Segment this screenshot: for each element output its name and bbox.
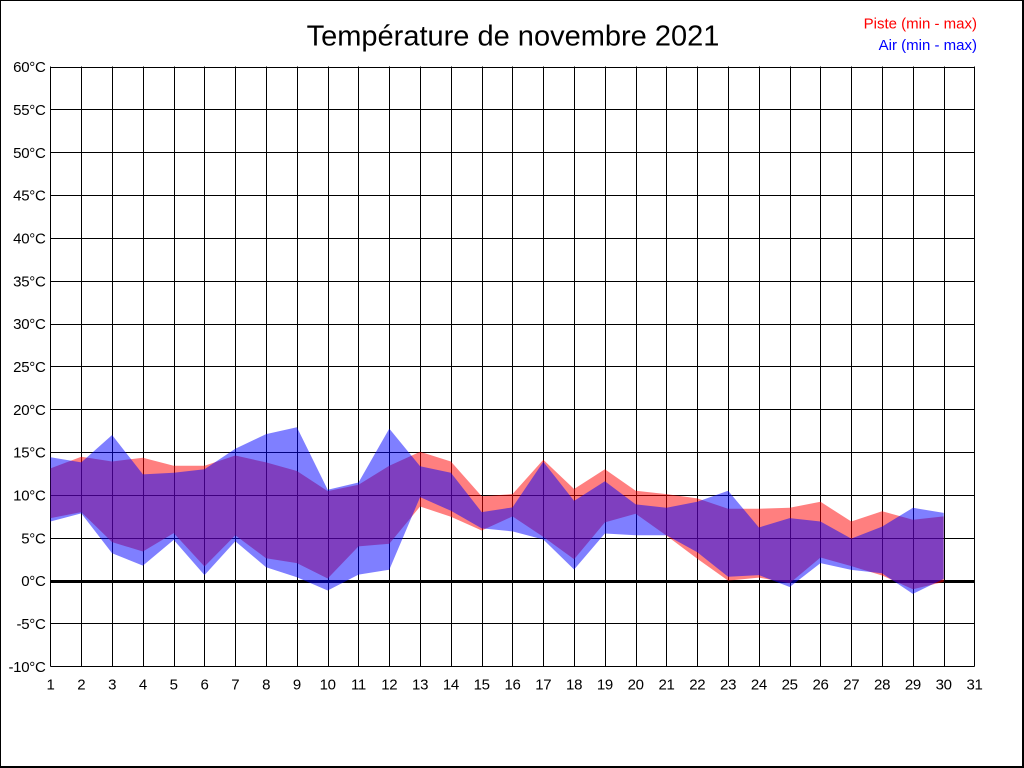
svg-text:15: 15 [474,677,490,694]
svg-text:14: 14 [443,677,459,694]
svg-text:30: 30 [936,677,952,694]
svg-text:19: 19 [597,677,613,694]
svg-text:22: 22 [689,677,705,694]
svg-text:6: 6 [200,677,208,694]
svg-text:3: 3 [108,677,116,694]
svg-text:12: 12 [381,677,397,694]
svg-text:60°C: 60°C [13,59,46,76]
svg-text:15°C: 15°C [13,445,46,462]
svg-text:Air (min - max): Air (min - max) [879,37,977,54]
svg-text:2: 2 [77,677,85,694]
svg-text:31: 31 [966,677,982,694]
svg-text:26: 26 [812,677,828,694]
svg-text:10°C: 10°C [13,487,46,504]
svg-text:23: 23 [720,677,736,694]
svg-text:25: 25 [782,677,798,694]
svg-text:-10°C: -10°C [8,659,45,676]
svg-text:40°C: 40°C [13,230,46,247]
svg-text:35°C: 35°C [13,273,46,290]
svg-text:17: 17 [535,677,551,694]
svg-text:25°C: 25°C [13,359,46,376]
svg-text:-5°C: -5°C [17,616,46,633]
svg-text:7: 7 [231,677,239,694]
svg-text:18: 18 [566,677,582,694]
svg-text:24: 24 [751,677,767,694]
svg-text:16: 16 [504,677,520,694]
svg-text:55°C: 55°C [13,102,46,119]
svg-text:5°C: 5°C [21,530,46,547]
svg-text:10: 10 [320,677,336,694]
svg-text:9: 9 [293,677,301,694]
svg-text:Température de novembre 2021: Température de novembre 2021 [307,21,720,53]
svg-text:Piste (min - max): Piste (min - max) [864,15,977,32]
svg-text:4: 4 [139,677,147,694]
svg-text:0°C: 0°C [21,573,46,590]
svg-text:20°C: 20°C [13,402,46,419]
svg-text:27: 27 [843,677,859,694]
svg-text:5: 5 [170,677,178,694]
svg-text:13: 13 [412,677,428,694]
svg-text:8: 8 [262,677,270,694]
svg-text:45°C: 45°C [13,188,46,205]
svg-text:28: 28 [874,677,890,694]
svg-text:30°C: 30°C [13,316,46,333]
svg-text:11: 11 [351,677,366,694]
svg-text:1: 1 [46,677,54,694]
svg-text:20: 20 [628,677,644,694]
svg-text:29: 29 [905,677,921,694]
svg-text:50°C: 50°C [13,145,46,162]
svg-text:21: 21 [658,677,674,694]
